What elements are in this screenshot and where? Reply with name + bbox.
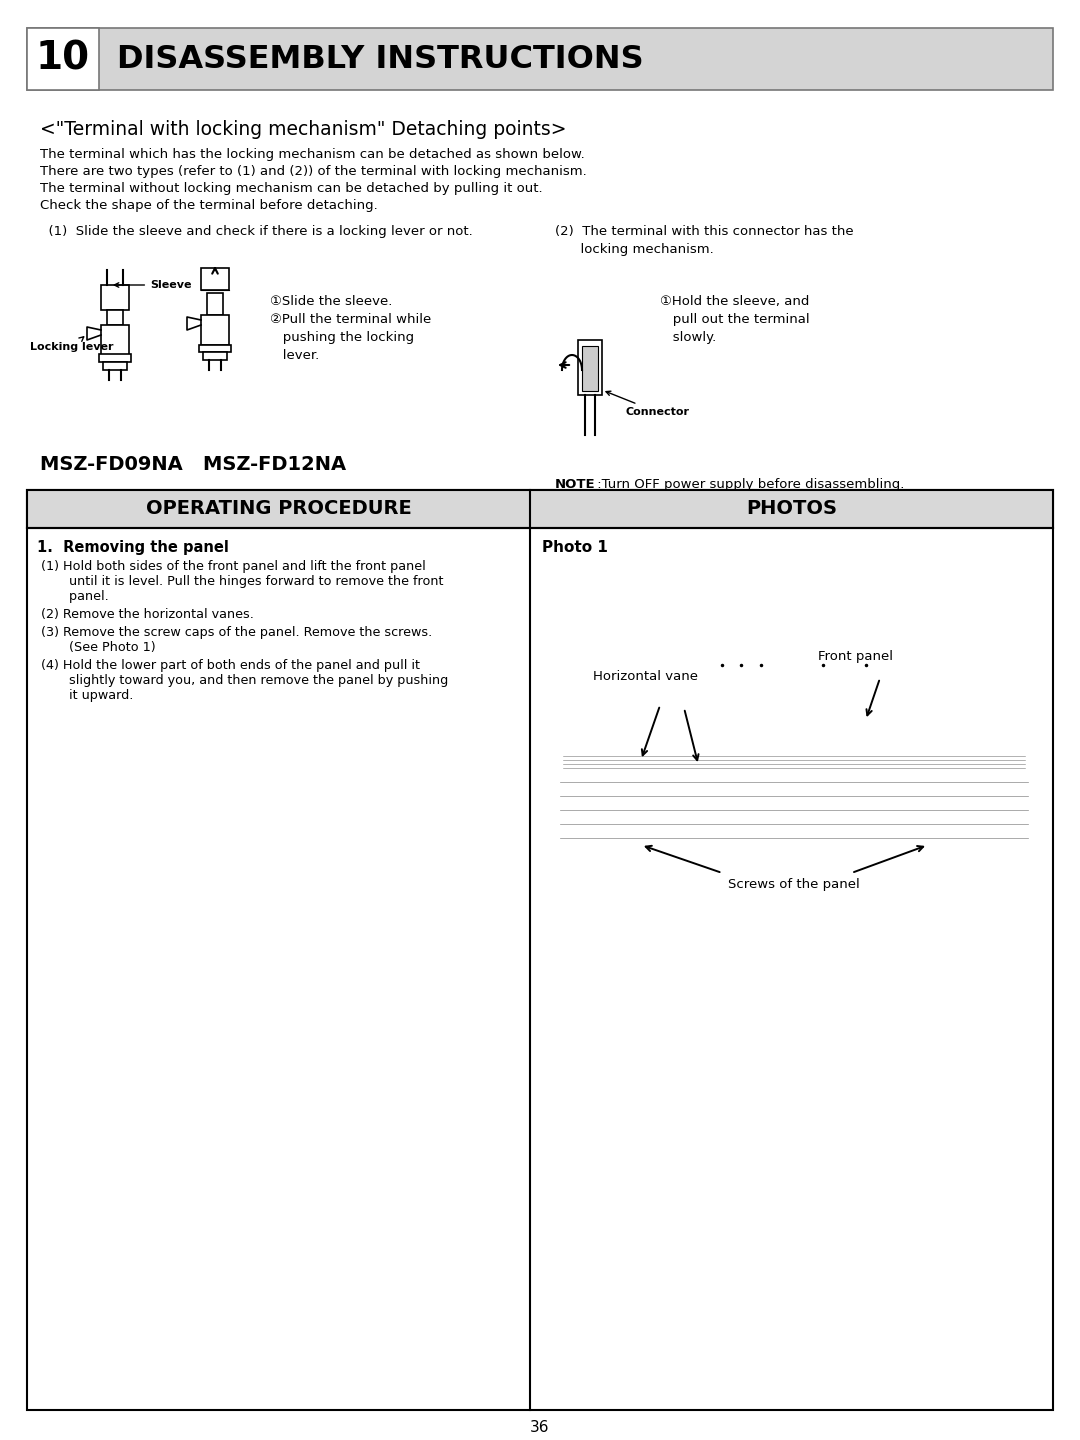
Text: (4) Hold the lower part of both ends of the panel and pull it: (4) Hold the lower part of both ends of … <box>41 660 420 672</box>
Bar <box>27 27 1053 89</box>
Text: ①Hold the sleeve, and: ①Hold the sleeve, and <box>660 295 809 308</box>
Bar <box>102 285 129 310</box>
Bar <box>201 315 229 346</box>
Text: ①Slide the sleeve.: ①Slide the sleeve. <box>270 295 392 308</box>
Bar <box>199 346 231 351</box>
Text: 1.  Removing the panel: 1. Removing the panel <box>37 540 229 554</box>
Text: NOTE: NOTE <box>555 478 596 491</box>
Text: Front panel: Front panel <box>818 649 893 662</box>
Text: slightly toward you, and then remove the panel by pushing: slightly toward you, and then remove the… <box>53 674 448 687</box>
Bar <box>99 354 131 361</box>
Text: locking mechanism.: locking mechanism. <box>555 243 714 256</box>
Text: (1) Hold both sides of the front panel and lift the front panel: (1) Hold both sides of the front panel a… <box>41 560 426 573</box>
Bar <box>201 268 229 289</box>
FancyBboxPatch shape <box>546 582 1041 778</box>
Text: slowly.: slowly. <box>660 331 716 344</box>
Text: MSZ-FD09NA   MSZ-FD12NA: MSZ-FD09NA MSZ-FD12NA <box>40 455 346 474</box>
Bar <box>561 770 1028 840</box>
Text: Horizontal vane: Horizontal vane <box>593 670 699 683</box>
Text: (1)  Slide the sleeve and check if there is a locking lever or not.: (1) Slide the sleeve and check if there … <box>40 225 473 238</box>
Text: The terminal which has the locking mechanism can be detached as shown below.: The terminal which has the locking mecha… <box>40 148 584 161</box>
Text: pull out the terminal: pull out the terminal <box>660 312 810 325</box>
Text: 10: 10 <box>36 40 90 78</box>
Text: Connector: Connector <box>606 392 689 418</box>
Text: (2)  The terminal with this connector has the: (2) The terminal with this connector has… <box>555 225 853 238</box>
Text: DISASSEMBLY INSTRUCTIONS: DISASSEMBLY INSTRUCTIONS <box>117 43 644 75</box>
Text: Locking lever: Locking lever <box>30 337 113 351</box>
Bar <box>103 361 127 370</box>
Text: 36: 36 <box>530 1420 550 1436</box>
FancyBboxPatch shape <box>559 660 1029 766</box>
Bar <box>563 752 1025 770</box>
Text: There are two types (refer to (1) and (2)) of the terminal with locking mechanis: There are two types (refer to (1) and (2… <box>40 166 586 179</box>
Text: it upward.: it upward. <box>53 688 133 701</box>
Text: (3) Remove the screw caps of the panel. Remove the screws.: (3) Remove the screw caps of the panel. … <box>41 626 432 639</box>
Text: until it is level. Pull the hinges forward to remove the front: until it is level. Pull the hinges forwa… <box>53 575 444 588</box>
Text: PHOTOS: PHOTOS <box>746 500 837 518</box>
Text: lever.: lever. <box>270 348 320 361</box>
Bar <box>766 658 799 674</box>
Bar <box>203 351 227 360</box>
Text: (2) Remove the horizontal vanes.: (2) Remove the horizontal vanes. <box>41 608 254 621</box>
Bar <box>699 654 985 677</box>
Text: panel.: panel. <box>53 590 109 603</box>
Text: :Turn OFF power supply before disassembling.: :Turn OFF power supply before disassembl… <box>593 478 904 491</box>
Text: OPERATING PROCEDURE: OPERATING PROCEDURE <box>146 500 411 518</box>
Text: The terminal without locking mechanism can be detached by pulling it out.: The terminal without locking mechanism c… <box>40 181 542 194</box>
Text: pushing the locking: pushing the locking <box>270 331 414 344</box>
Bar <box>102 325 129 356</box>
Text: ②Pull the terminal while: ②Pull the terminal while <box>270 312 431 325</box>
Bar <box>107 310 123 325</box>
Bar <box>582 346 598 392</box>
Bar <box>27 490 1053 528</box>
Text: Screws of the panel: Screws of the panel <box>728 878 860 891</box>
Text: Check the shape of the terminal before detaching.: Check the shape of the terminal before d… <box>40 199 378 212</box>
Bar <box>27 27 99 89</box>
Bar <box>207 292 222 315</box>
Text: <"Terminal with locking mechanism" Detaching points>: <"Terminal with locking mechanism" Detac… <box>40 120 567 140</box>
Bar <box>578 340 602 395</box>
Bar <box>27 490 1053 1410</box>
Text: (See Photo 1): (See Photo 1) <box>53 641 156 654</box>
Text: Photo 1: Photo 1 <box>542 540 608 554</box>
Text: Sleeve: Sleeve <box>114 279 191 289</box>
